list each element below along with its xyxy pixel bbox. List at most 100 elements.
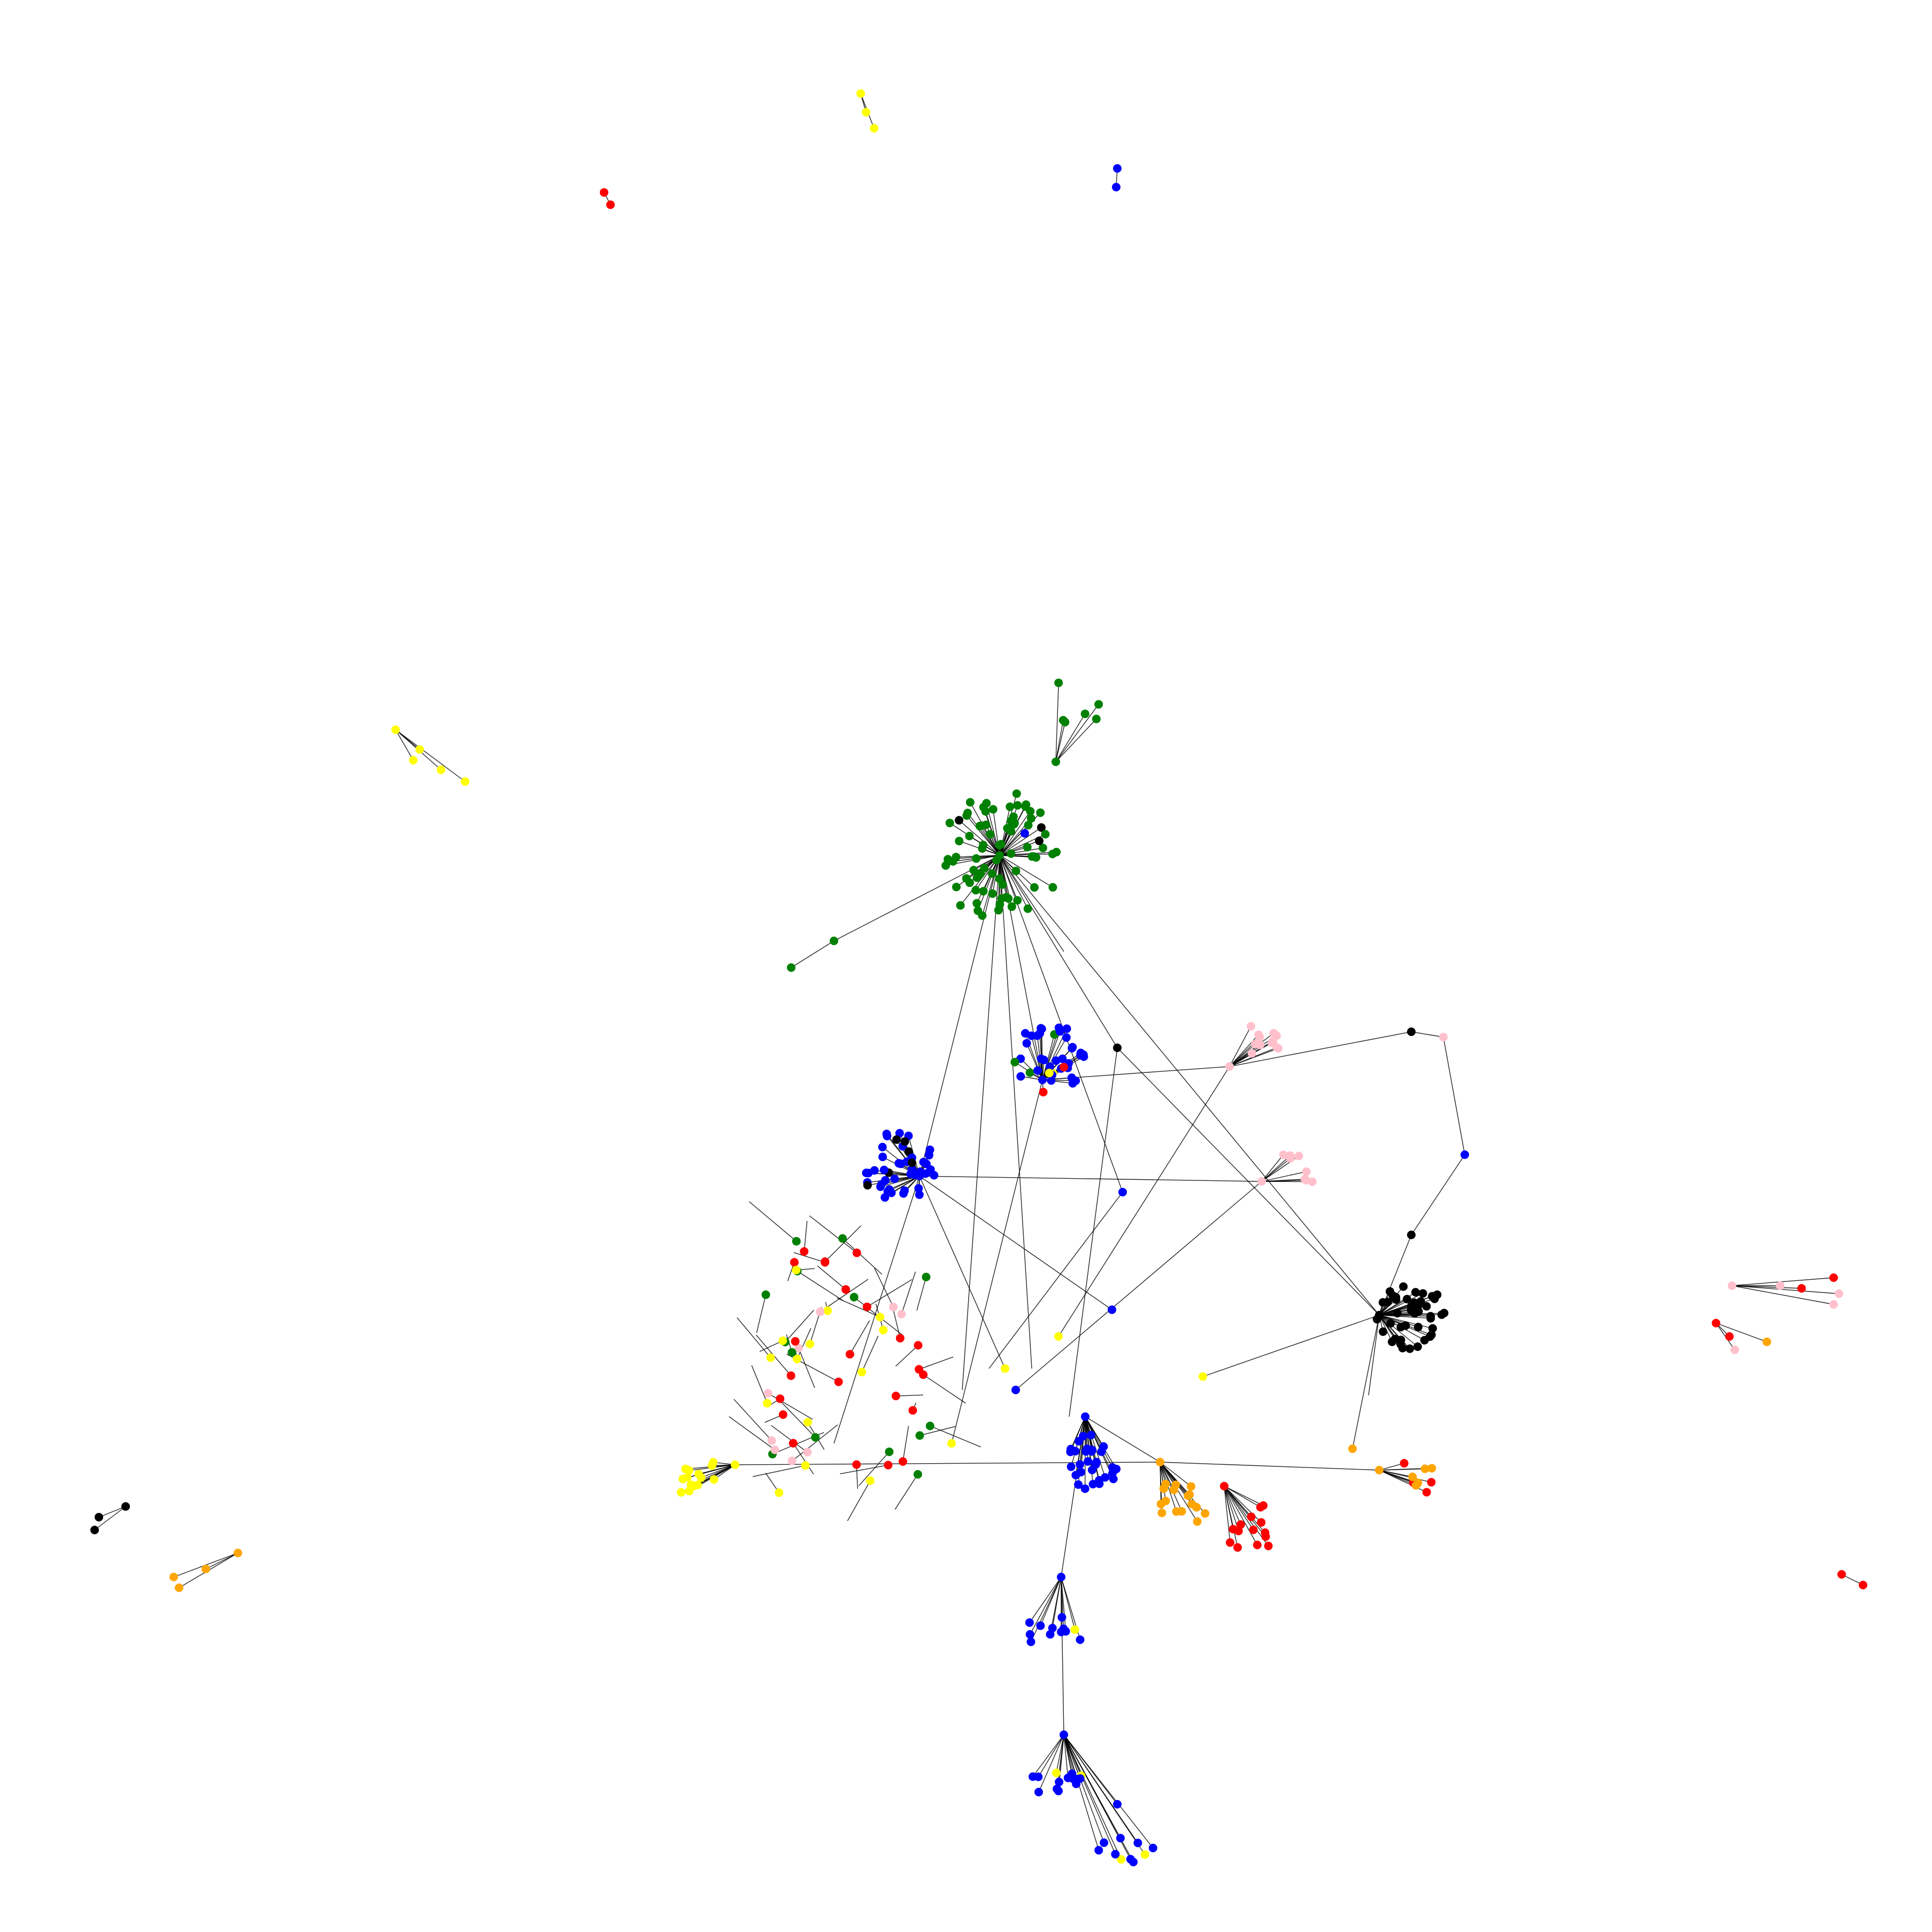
graph-node-blue — [1088, 1480, 1098, 1489]
graph-node-blue — [1055, 1778, 1064, 1787]
graph-node-yellow — [947, 1439, 956, 1448]
graph-node-blue — [1036, 1621, 1045, 1630]
graph-node-green — [1026, 814, 1035, 823]
graph-node-green — [787, 963, 795, 972]
component-node-blue — [1112, 183, 1120, 191]
graph-node-red — [778, 1410, 787, 1419]
graph-node-pink — [1247, 1022, 1256, 1031]
graph-edge — [1224, 1486, 1266, 1537]
graph-edge — [756, 1294, 767, 1333]
graph-node-blue — [876, 1182, 885, 1191]
graph-node-green — [1007, 826, 1016, 836]
graph-node-green — [965, 831, 974, 840]
component-node-blue — [1113, 164, 1122, 173]
component-edge — [1732, 1277, 1834, 1286]
graph-node-green — [1007, 902, 1016, 911]
graph-node-blue — [1081, 1447, 1091, 1456]
graph-node-blue — [870, 1166, 879, 1175]
graph-node-green — [978, 911, 987, 920]
graph-node-orange — [1185, 1490, 1194, 1499]
link-edge — [1202, 1315, 1380, 1377]
graph-node-green — [1054, 678, 1063, 687]
graph-edge — [859, 1451, 890, 1486]
graph-node-red — [1256, 1503, 1265, 1512]
graph-edge — [824, 1225, 861, 1262]
graph-edge — [817, 1265, 846, 1290]
graph-node-blue — [1068, 1079, 1077, 1088]
graph-node-green — [1094, 700, 1103, 709]
graph-edge — [840, 1464, 888, 1474]
graph-edge — [1379, 1463, 1404, 1471]
graph-node-green — [925, 1421, 934, 1431]
graph-node-blue — [1045, 1062, 1054, 1071]
graph-node-black — [1113, 1044, 1122, 1052]
graph-node-black — [1428, 1324, 1437, 1333]
graph-node-yellow — [823, 1306, 832, 1315]
graph-edge — [768, 1393, 813, 1420]
graph-node-blue — [1108, 1305, 1116, 1314]
graph-node-black — [907, 1158, 916, 1167]
link-edge — [999, 855, 1380, 1316]
link-edge — [791, 940, 834, 968]
graph-node-orange — [1157, 1508, 1166, 1517]
graph-node-green — [787, 1348, 797, 1357]
graph-edge — [893, 1310, 901, 1339]
graph-node-blue — [897, 1160, 906, 1169]
graph-edge — [1379, 1315, 1395, 1340]
graph-node-blue — [925, 1145, 934, 1154]
link-edge — [1229, 1031, 1412, 1067]
graph-node-yellow — [876, 1312, 885, 1322]
graph-node-green — [988, 889, 997, 898]
link-edge — [1015, 1181, 1262, 1390]
graph-node-pink — [889, 1302, 898, 1311]
graph-edge — [1229, 1026, 1251, 1067]
graph-edge — [1055, 683, 1059, 762]
component-node-pink — [1730, 1346, 1739, 1354]
graph-node-green — [1011, 867, 1021, 876]
hub-node-orange — [1375, 1466, 1384, 1474]
graph-node-blue — [1094, 1846, 1103, 1855]
component-node-red — [1837, 1570, 1846, 1579]
component-edge — [98, 1506, 126, 1518]
graph-node-blue — [1140, 1850, 1149, 1859]
component-edge — [395, 729, 414, 761]
graph-node-black — [1426, 1312, 1435, 1321]
graph-node-green — [1036, 808, 1045, 817]
graph-node-green — [1080, 709, 1089, 718]
graph-edge — [1063, 1734, 1154, 1849]
graph-node-blue — [1084, 1457, 1093, 1466]
graph-node-blue — [879, 1165, 888, 1174]
graph-node-green — [1061, 717, 1070, 727]
graph-node-black — [863, 1181, 872, 1190]
hub-node-green — [1052, 758, 1060, 766]
graph-node-blue — [1033, 1066, 1042, 1075]
graph-edge — [1229, 1045, 1261, 1067]
graph-node-blue — [1052, 1768, 1061, 1778]
link-edge — [919, 1176, 1262, 1182]
graph-node-blue — [1029, 1772, 1038, 1781]
graph-node-blue — [1039, 1055, 1048, 1064]
graph-node-black — [1390, 1334, 1400, 1343]
graph-edge — [923, 1374, 966, 1404]
graph-node-orange — [1348, 1444, 1357, 1453]
component-node-red — [1797, 1284, 1806, 1293]
component-node-yellow — [862, 108, 870, 117]
hub-node-blue — [1113, 1800, 1122, 1809]
component-node-yellow — [415, 745, 424, 754]
graph-edge — [793, 1443, 814, 1474]
graph-node-green — [1006, 802, 1015, 812]
graph-edge — [1224, 1486, 1254, 1531]
graph-node-green — [1026, 807, 1035, 816]
graph-node-blue — [1016, 1072, 1025, 1081]
component-node-yellow — [870, 124, 878, 133]
graph-edge — [1032, 1734, 1064, 1777]
link-edge — [999, 855, 1064, 952]
graph-edge — [1229, 1044, 1256, 1067]
graph-edge — [1063, 1734, 1122, 1860]
link-edge — [1069, 1047, 1118, 1417]
graph-edge — [999, 811, 1031, 856]
graph-node-yellow — [677, 1488, 686, 1497]
component-node-yellow — [461, 777, 469, 786]
graph-edge — [1224, 1486, 1264, 1506]
